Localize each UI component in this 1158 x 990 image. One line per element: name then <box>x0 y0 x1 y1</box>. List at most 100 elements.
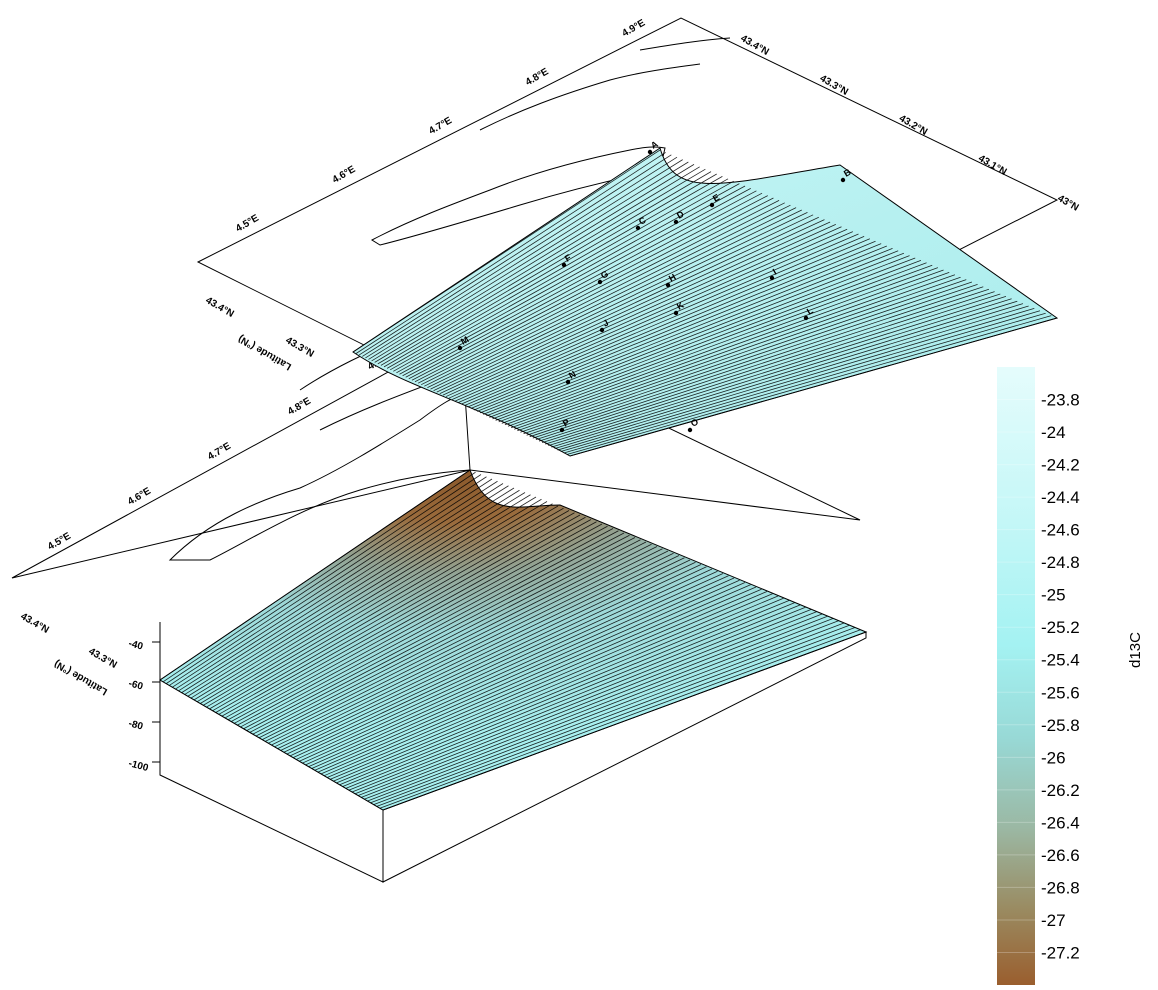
colorbar-tick-label: -25 <box>1041 586 1066 605</box>
upper-grid-line <box>352 149 661 353</box>
colorbar-tick-label: -25.8 <box>1041 716 1080 735</box>
lower-grid-line <box>277 555 680 749</box>
upper-grid-line <box>473 243 882 411</box>
upper-grid-line <box>569 317 1058 457</box>
colorbar-tick-label: -24 <box>1041 423 1066 442</box>
upper-grid-line <box>439 216 819 394</box>
upper-lat-label: 43°N <box>1056 193 1081 214</box>
lower-grid-line <box>243 530 619 730</box>
station-label: D <box>675 209 686 221</box>
upper-grid-line <box>408 192 763 380</box>
colorbar-tick-label: -25.4 <box>1041 651 1080 670</box>
station-marker <box>687 427 693 433</box>
lower-grid-line <box>302 573 724 764</box>
station-marker <box>561 262 567 268</box>
upper-grid-line <box>358 154 672 356</box>
lower-grid-line <box>252 537 636 735</box>
upper-grid-line <box>470 240 876 409</box>
upper-grid-line <box>383 173 717 368</box>
upper-grid-line <box>458 231 853 403</box>
upper-coastline <box>370 146 666 246</box>
lower-grid-line <box>224 516 586 719</box>
upper-grid-line <box>362 156 678 357</box>
lower-grid-line <box>348 606 806 791</box>
colorbar-tick-label: -24.8 <box>1041 553 1080 572</box>
station-marker <box>769 275 775 281</box>
upper-grid-line <box>566 315 1052 455</box>
upper-lon-label: 4.9°E <box>620 17 647 39</box>
lower-grid-line <box>234 523 603 724</box>
lower-grid-line <box>193 494 531 701</box>
upper-grid-line <box>445 221 831 397</box>
upper-grid-line <box>545 298 1012 445</box>
station-marker <box>673 219 679 225</box>
upper-grid-line <box>374 166 700 363</box>
lower-grid-line <box>209 505 559 710</box>
upper-grid-line <box>501 264 933 424</box>
upper-grid-line <box>380 171 712 366</box>
lower-grid-line <box>364 618 834 800</box>
station-label: B <box>842 167 853 179</box>
upper-grid-line <box>504 267 939 426</box>
colorbar-tick-label: -26.6 <box>1041 846 1080 865</box>
lower-grid-line <box>249 534 630 733</box>
station-marker <box>559 427 565 433</box>
upper-grid-line <box>390 178 729 371</box>
lower-near-lat-label: 43.3°N <box>87 646 119 671</box>
upper-grid-line <box>507 269 944 427</box>
upper-grid-line <box>526 284 978 436</box>
upper-surface-gridlines <box>352 149 1058 457</box>
station-label: G <box>599 269 610 281</box>
upper-grid-line <box>442 219 825 396</box>
upper-grid-line <box>405 190 757 378</box>
colorbar-title: d13C <box>1127 632 1144 668</box>
lower-grid-line <box>320 586 757 775</box>
lower-grid-line <box>181 485 509 693</box>
upper-grid-line <box>517 276 961 432</box>
upper-grid-line <box>479 248 893 414</box>
station-marker <box>647 149 653 155</box>
station-marker <box>840 177 846 183</box>
lower-grid-line <box>274 552 674 748</box>
colorbar-tick-label: -26.2 <box>1041 781 1080 800</box>
lower-grid-line <box>165 474 482 684</box>
lower-grid-line <box>169 476 487 686</box>
upper-lon-label: 4.5°E <box>234 213 261 235</box>
lower-grid-line <box>237 525 608 726</box>
upper-grid-line <box>489 255 910 418</box>
lower-grid-line <box>283 559 691 753</box>
colorbar-tick-label: -27 <box>1041 911 1066 930</box>
lower-grid-line <box>190 492 526 699</box>
upper-grid-line <box>377 168 706 365</box>
lower-grid-line <box>308 577 735 768</box>
depth-tick-label: -100 <box>127 758 150 774</box>
lower-grid-line <box>255 539 641 737</box>
colorbar-tick-label: -24.6 <box>1041 521 1080 540</box>
upper-lon-label: 4.7°E <box>427 115 454 137</box>
upper-coast-detail <box>479 37 731 131</box>
lower-grid-line <box>218 512 575 715</box>
lower-grid-line <box>200 498 542 704</box>
station-label: E <box>711 192 721 204</box>
lower-grid-line <box>172 478 493 688</box>
colorbar: -23.8 -24 -24.2 -24.4 -24.6 -24.8 -25 -25.2 -25.… <box>997 367 1144 985</box>
upper-grid-line <box>520 279 967 433</box>
depth-tick-label: -80 <box>127 718 144 732</box>
station-label: C <box>637 215 648 227</box>
lower-grid-line <box>246 532 625 731</box>
upper-grid-line <box>557 308 1035 451</box>
upper-grid-line <box>563 312 1046 454</box>
lower-lon-label: 4.8°E <box>286 396 313 418</box>
upper-grid-line <box>386 176 723 369</box>
station-marker <box>635 225 641 231</box>
station-label: A <box>649 139 660 151</box>
lower-coastline <box>168 394 471 561</box>
upper-grid-line <box>455 228 848 402</box>
upper-grid-line <box>538 293 1001 442</box>
depth-axis: -40 -60 -80 -100 <box>127 622 161 775</box>
lower-surface-block <box>159 469 868 883</box>
lower-grid-line <box>206 503 553 708</box>
lower-grid-line <box>203 501 548 706</box>
upper-grid-line <box>495 260 922 421</box>
